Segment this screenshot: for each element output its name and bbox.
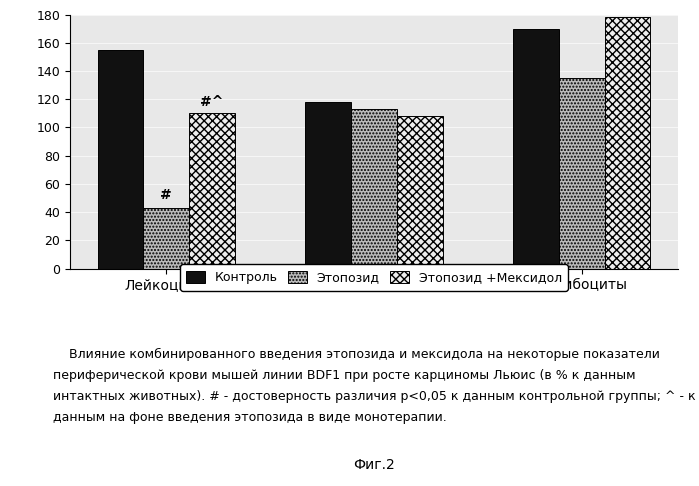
Bar <box>98 50 143 268</box>
Bar <box>397 116 442 268</box>
Bar <box>513 29 559 268</box>
Bar <box>143 208 189 268</box>
Text: Влияние комбинированного введения этопозида и мексидола на некоторые показатели : Влияние комбинированного введения этопоз… <box>52 347 696 423</box>
Bar <box>189 113 235 268</box>
Bar <box>559 78 605 268</box>
Bar <box>351 109 397 268</box>
Bar <box>605 17 650 268</box>
Bar <box>305 102 351 268</box>
Text: Фиг.2: Фиг.2 <box>353 458 395 472</box>
Legend: Контроль, Этопозид, Этопозид +Мексидол: Контроль, Этопозид, Этопозид +Мексидол <box>180 264 568 291</box>
Text: #: # <box>160 188 172 202</box>
Text: #^: #^ <box>200 95 224 109</box>
